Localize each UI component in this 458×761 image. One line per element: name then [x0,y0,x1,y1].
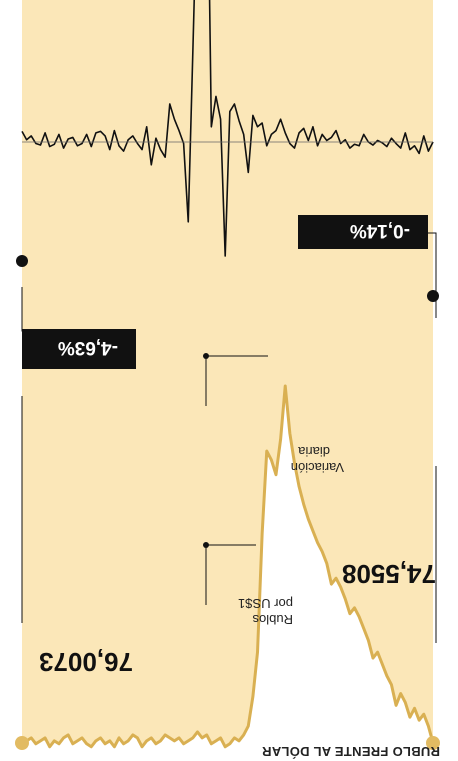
variation-start-dot [16,255,28,267]
first-change-box [298,215,428,249]
change-label-leader-dot [203,353,209,359]
change-label-line2: diaria [297,444,330,459]
rate-start-dot [15,736,29,750]
first-change-leader [428,232,437,318]
end-value-label: 76,0073 [39,647,133,677]
start-value-label: 74,5508 [342,559,436,589]
rate-label-line1: Rublos [252,612,293,627]
variation-series-line [21,0,434,257]
rate-series-line [21,384,435,749]
chart-title: RUBLO FRENTE AL DÓLAR [262,744,440,759]
variation-end-dot [427,290,439,302]
change-label-line1: Variación [291,460,344,475]
min-change-box [22,329,136,369]
rate-label-leader-dot [203,542,209,548]
first-change-label: -0,14% [350,220,410,241]
rate-label-line2: por US$1 [238,596,293,611]
rate-end-dot [426,736,440,750]
rate-area-fill [22,0,433,747]
min-change-label: -4,63% [58,337,118,358]
